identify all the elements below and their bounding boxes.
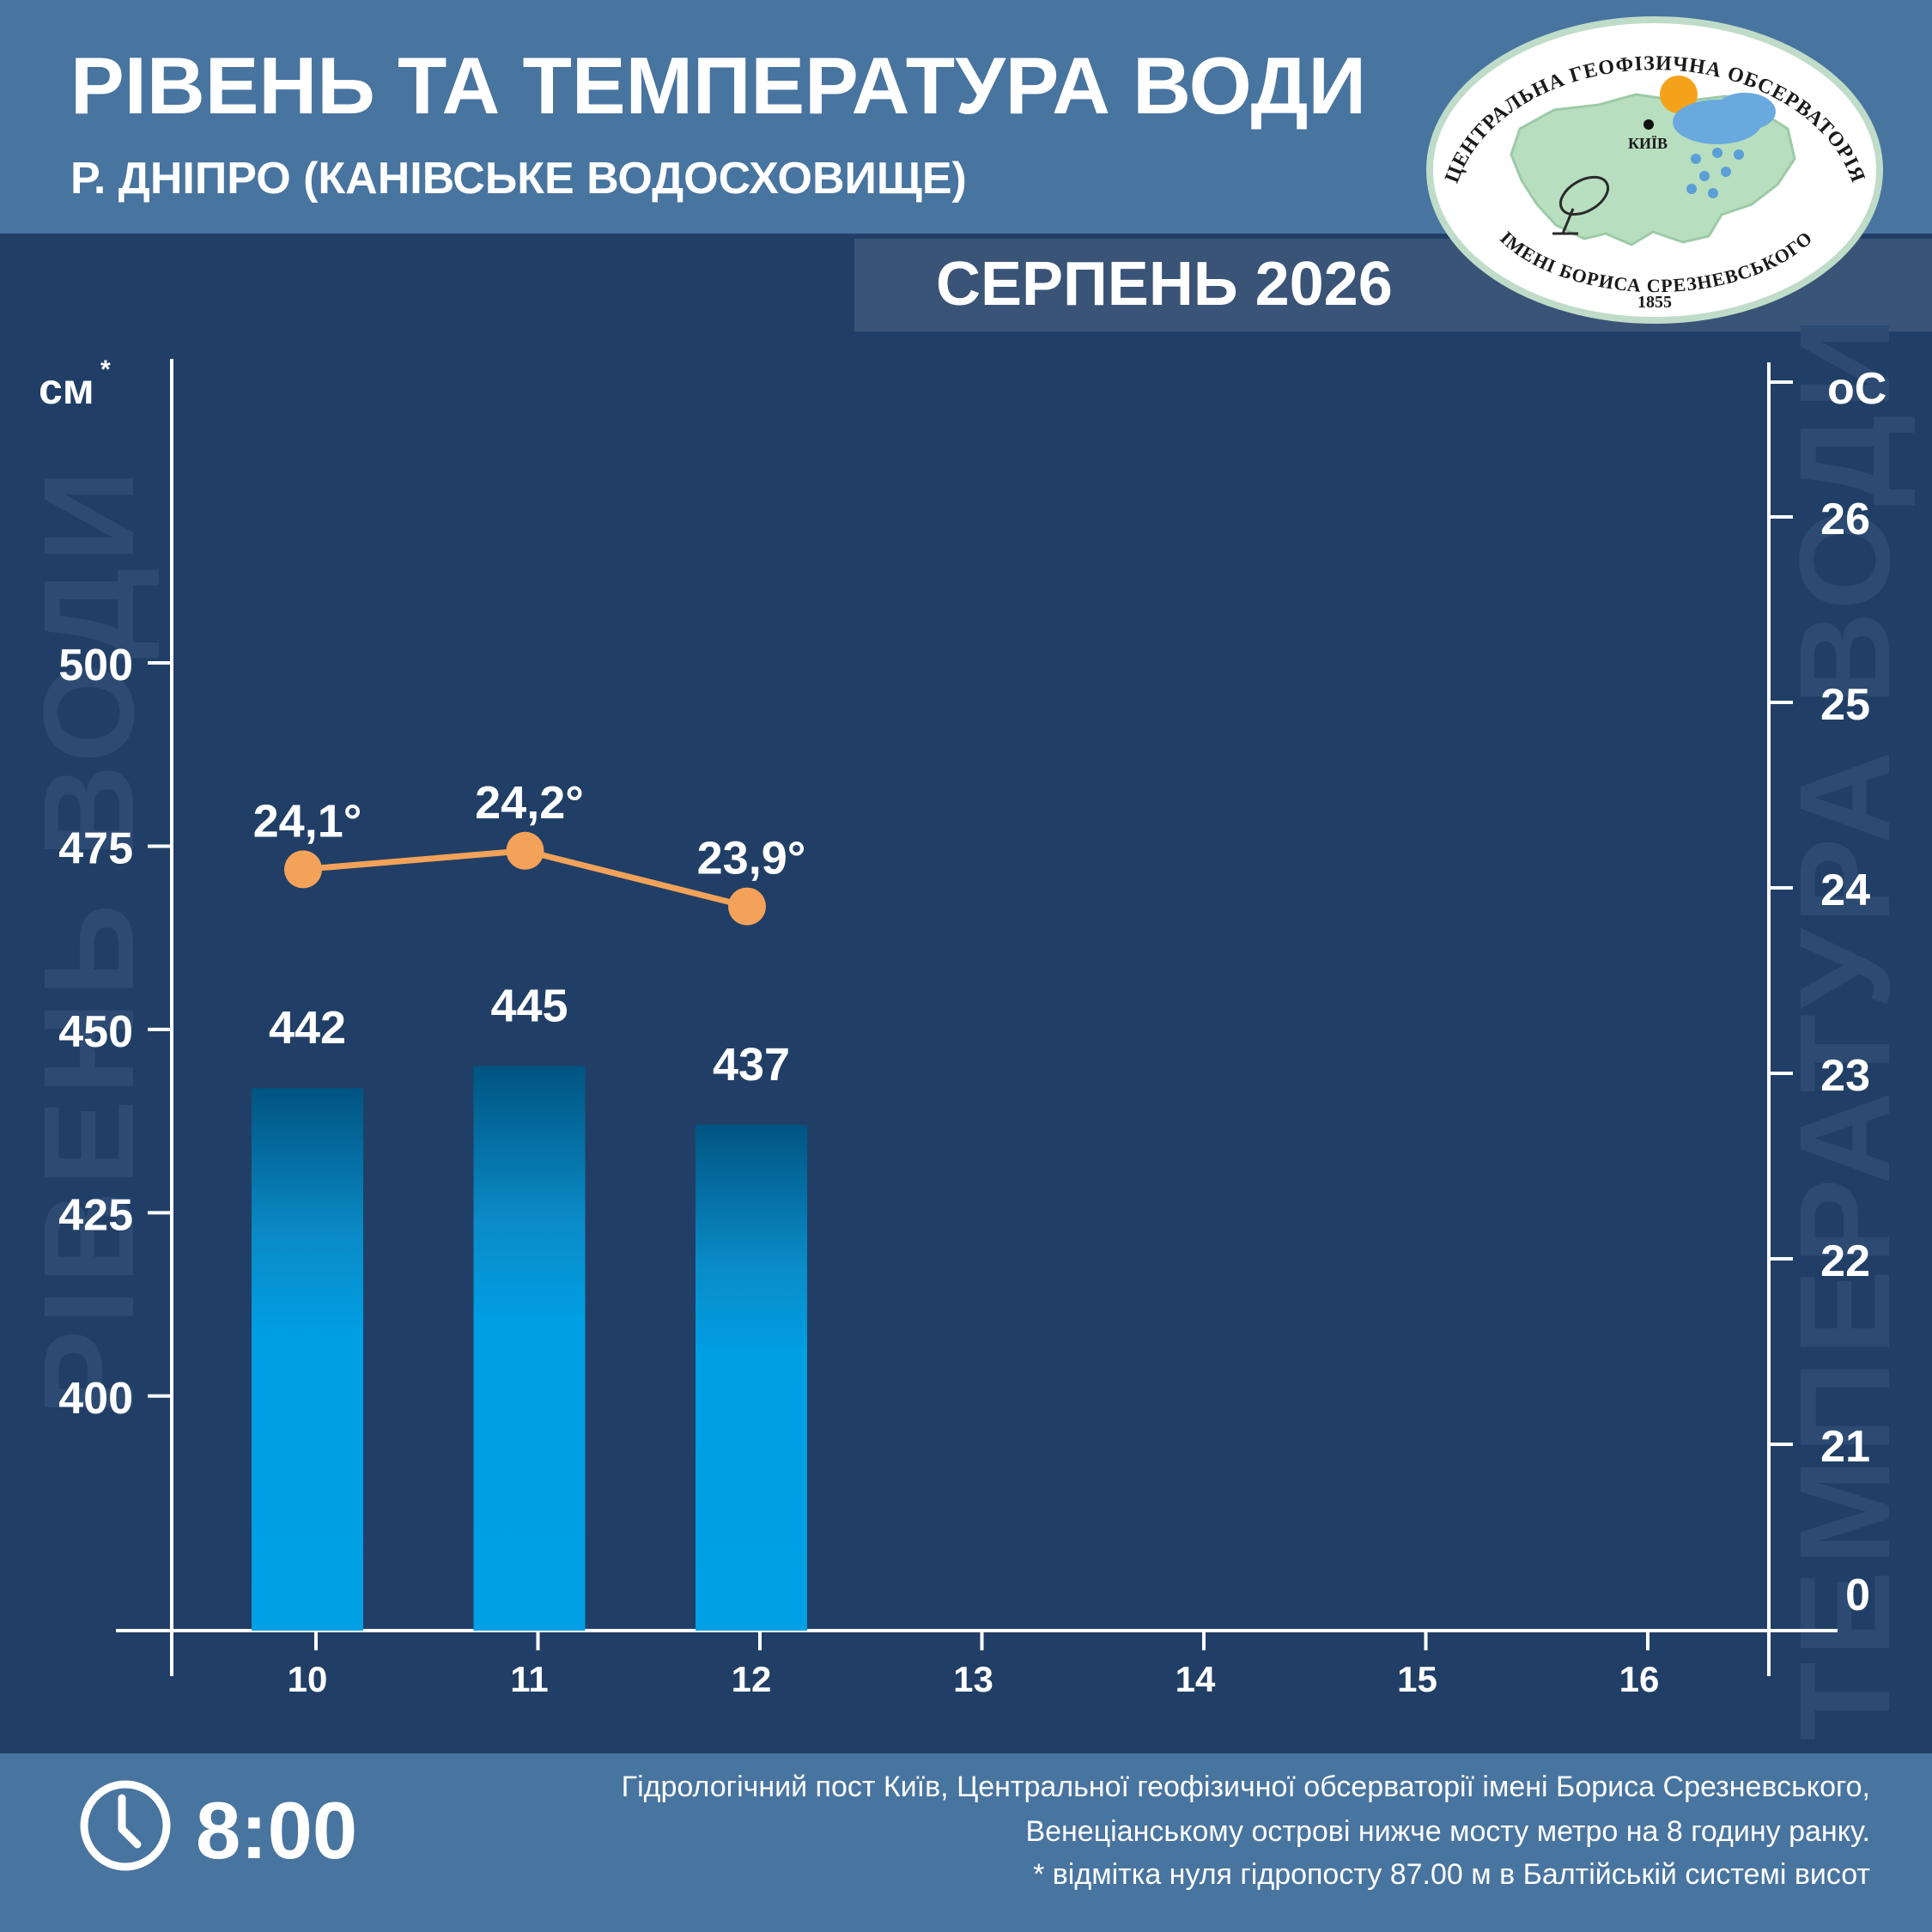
footer-band: [0, 1753, 1932, 1932]
x-tick-label: 12: [732, 1659, 772, 1699]
level-bar: [473, 1066, 586, 1631]
x-tick-label: 11: [510, 1659, 548, 1699]
right-tick-label: 24: [1820, 866, 1870, 915]
observatory-logo: КИЇВ ЦЕНТРАЛЬНА ГЕОФІЗИЧНА ОБСЕРВАТОРІЯ …: [1426, 16, 1883, 324]
level-value-label: 437: [713, 1039, 790, 1091]
right-axis-watermark: ТЕМПЕРАТУРА ВОДИ: [1772, 312, 1917, 1741]
left-tick-label: 475: [58, 823, 133, 873]
left-axis-unit: см: [39, 365, 94, 413]
left-tick-label: 500: [58, 641, 133, 690]
page-subtitle: Р. ДНІПРО (КАНІВСЬКЕ ВОДОСХОВИЩЕ): [70, 154, 967, 204]
left-tick-label: 450: [58, 1007, 133, 1057]
satellite-dish-icon: [1552, 175, 1609, 235]
right-axis-unit: оС: [1827, 364, 1886, 414]
right-tick-label: 22: [1820, 1236, 1870, 1286]
clock-icon: [80, 1780, 171, 1871]
logo-year: 1855: [1637, 293, 1672, 312]
level-bar: [252, 1088, 363, 1631]
page-title: РІВЕНЬ ТА ТЕМПЕРАТУРА ВОДИ: [70, 40, 1367, 131]
x-tick-label: 15: [1397, 1659, 1437, 1699]
footer-note-line3: * відмітка нуля гідропосту 87.00 м в Бал…: [1033, 1858, 1870, 1891]
temperature-point: [506, 831, 544, 870]
level-value-label: 445: [490, 981, 568, 1032]
right-tick-label: 26: [1820, 495, 1870, 544]
left-tick-label: 425: [58, 1190, 133, 1240]
level-bar: [696, 1124, 807, 1631]
temperature-value-label: 24,2°: [475, 777, 584, 829]
observation-time: 8:00: [196, 1785, 358, 1875]
right-tick-label: 23: [1820, 1051, 1870, 1101]
x-tick-label: 16: [1619, 1659, 1660, 1699]
x-tick-label: 14: [1176, 1659, 1216, 1699]
temperature-value-label: 23,9°: [697, 833, 806, 884]
x-tick-label: 13: [953, 1659, 993, 1699]
sun-icon: [1660, 76, 1698, 113]
left-axis-watermark: РІВЕНЬ ВОДИ: [16, 465, 161, 1416]
right-tick-label: 0: [1845, 1571, 1870, 1620]
footer-note-line2: Венеціанському острові нижче мосту метро…: [1025, 1815, 1870, 1848]
right-tick-label: 21: [1820, 1422, 1870, 1472]
left-tick-label: 400: [58, 1374, 133, 1424]
temperature-point: [284, 850, 322, 889]
x-tick-label: 10: [288, 1659, 328, 1699]
temperature-value-label: 24,1°: [253, 795, 362, 847]
kyiv-dot-icon: [1643, 119, 1654, 130]
temperature-point: [728, 887, 766, 926]
footer-note-line1: Гідрологічний пост Київ, Центральної гео…: [621, 1771, 1870, 1803]
month-label: СЕРПЕНЬ 2026: [936, 250, 1393, 319]
left-axis-unit-mark: *: [100, 355, 111, 384]
right-tick-label: 25: [1820, 680, 1870, 730]
level-value-label: 442: [269, 1002, 346, 1054]
logo-city: КИЇВ: [1628, 135, 1668, 152]
rain-icon: [1686, 148, 1744, 198]
